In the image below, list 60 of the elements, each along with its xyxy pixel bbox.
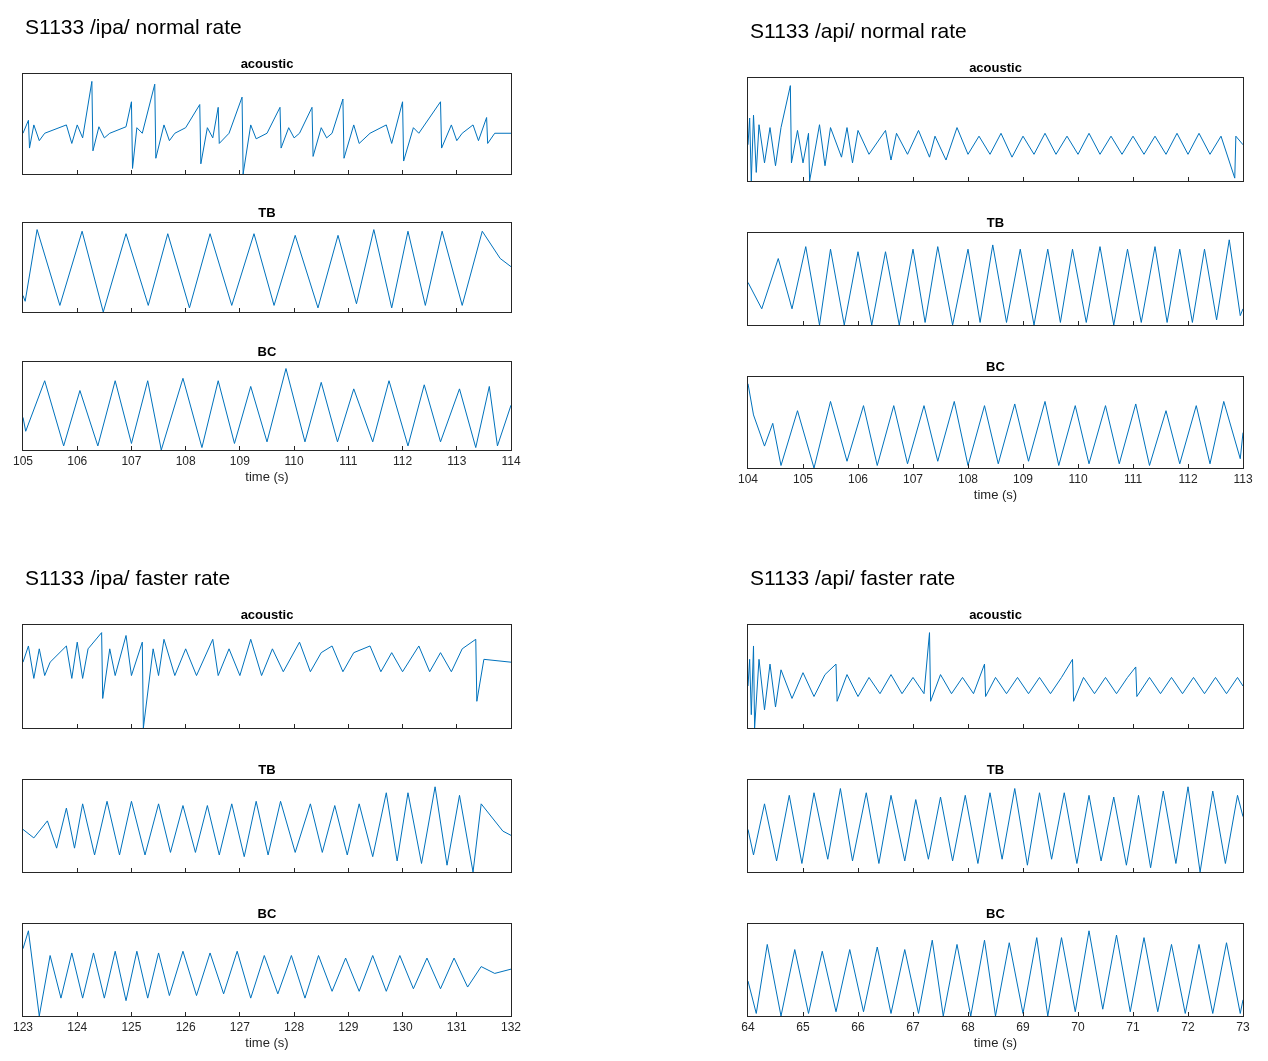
- x-tick-label: 124: [67, 1020, 88, 1035]
- text: S1133 /api/ faster rate: [750, 566, 956, 589]
- x-tick-label: 110: [1068, 472, 1088, 487]
- chart-title: acoustic: [969, 607, 1022, 622]
- chart-title: acoustic: [240, 607, 294, 622]
- x-tick-label: 112: [1178, 472, 1198, 487]
- x-tick-label: 68: [961, 1020, 975, 1035]
- x-tick-label: 110: [284, 454, 304, 469]
- x-tick-label: 105: [792, 472, 814, 487]
- x-tick-label: 105: [12, 454, 34, 469]
- x-axis-title: time (s): [973, 1035, 1018, 1050]
- x-tick-label: 126: [175, 1020, 196, 1035]
- x-axis-title: time (s): [245, 469, 289, 484]
- x-tick-label: 66: [851, 1020, 865, 1035]
- x-tick-label: 125: [121, 1020, 142, 1035]
- x-tick-label: 108: [957, 472, 979, 487]
- chart-title: BC: [257, 906, 277, 921]
- x-tick-label: 72: [1181, 1020, 1195, 1035]
- x-tick-label: 130: [392, 1020, 413, 1035]
- chart-title: BC: [986, 906, 1006, 921]
- x-tick-label: 112: [392, 454, 413, 469]
- x-tick-label: 111: [339, 454, 358, 469]
- x-tick-label: 65: [796, 1020, 810, 1035]
- chart-title: BC: [986, 359, 1006, 374]
- x-tick-label: 113: [1233, 472, 1253, 487]
- x-axis-title: time (s): [973, 487, 1018, 502]
- x-tick-label: 71: [1126, 1020, 1140, 1035]
- chart-title: TB: [258, 205, 276, 220]
- chart-title: BC: [257, 344, 277, 359]
- text: S1133 /ipa/ normal rate: [25, 15, 242, 38]
- x-tick-label: 128: [284, 1020, 305, 1035]
- x-tick-label: 123: [12, 1020, 34, 1035]
- x-tick-label: 106: [67, 454, 88, 469]
- x-tick-label: 67: [906, 1020, 920, 1035]
- x-tick-label: 131: [446, 1020, 468, 1035]
- chart-title: TB: [258, 762, 276, 777]
- x-tick-label: 114: [501, 454, 521, 469]
- x-tick-label: 107: [902, 472, 924, 487]
- x-tick-label: 106: [847, 472, 869, 487]
- x-axis-title: time (s): [245, 1035, 289, 1050]
- x-tick-label: 127: [229, 1020, 251, 1035]
- x-tick-label: 109: [229, 454, 251, 469]
- x-tick-label: 111: [1123, 472, 1143, 487]
- x-tick-label: 109: [1012, 472, 1034, 487]
- x-tick-label: 129: [338, 1020, 359, 1035]
- x-tick-label: 69: [1016, 1020, 1030, 1035]
- x-tick-label: 73: [1236, 1020, 1250, 1035]
- x-tick-label: 108: [175, 454, 196, 469]
- text: S1133 /api/ normal rate: [750, 19, 967, 42]
- text: S1133 /ipa/ faster rate: [25, 566, 231, 589]
- chart-title: TB: [986, 762, 1005, 777]
- x-tick-label: 107: [121, 454, 142, 469]
- chart-title: acoustic: [969, 60, 1022, 75]
- x-tick-label: 64: [741, 1020, 755, 1035]
- chart-title: TB: [986, 215, 1005, 230]
- x-tick-label: 132: [500, 1020, 522, 1035]
- x-tick-label: 70: [1071, 1020, 1085, 1035]
- chart-title: acoustic: [240, 56, 294, 71]
- x-tick-label: 113: [447, 454, 467, 469]
- x-tick-label: 104: [737, 472, 759, 487]
